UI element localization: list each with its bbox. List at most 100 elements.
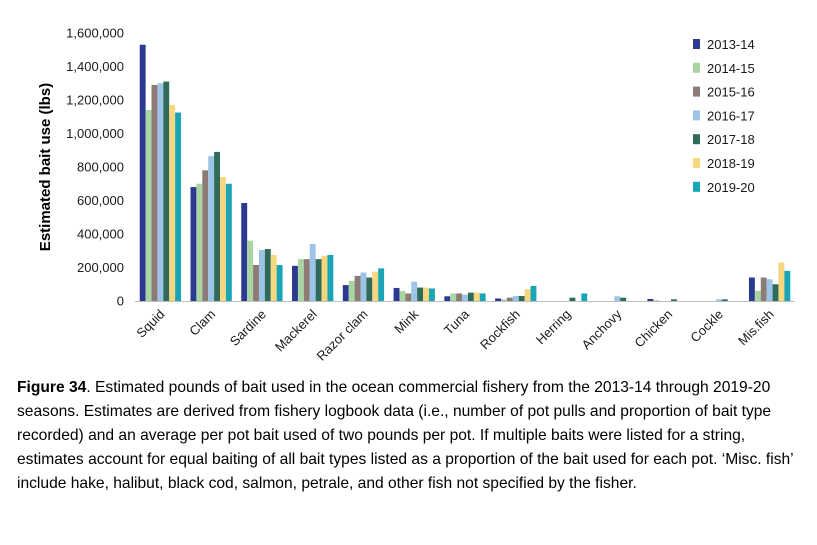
- bar: [766, 279, 773, 301]
- bar: [411, 281, 418, 301]
- legend-swatch: [693, 158, 700, 168]
- bar: [270, 254, 277, 301]
- bar: [405, 293, 412, 301]
- legend-label: 2018-19: [707, 156, 755, 171]
- bar: [151, 84, 158, 301]
- y-tick-label: 1,400,000: [66, 59, 124, 74]
- bar: [372, 271, 379, 301]
- bar: [247, 240, 254, 301]
- bar: [748, 277, 755, 301]
- bar: [506, 297, 513, 301]
- bar: [444, 296, 451, 301]
- legend-swatch: [693, 39, 700, 49]
- bar: [501, 299, 507, 301]
- bar: [778, 262, 785, 301]
- bar: [220, 177, 226, 301]
- bar: [264, 249, 271, 301]
- bar: [145, 110, 152, 301]
- x-tick-label: Chicken: [631, 307, 675, 351]
- bar: [450, 293, 457, 301]
- legend-swatch: [693, 110, 700, 121]
- y-tick-label: 600,000: [77, 193, 124, 208]
- bar: [253, 264, 259, 301]
- bar: [473, 292, 480, 302]
- x-tick-label: Mackerel: [272, 306, 320, 354]
- bar: [456, 293, 463, 301]
- caption-text: . Estimated pounds of bait used in the o…: [17, 379, 794, 492]
- bar: [303, 259, 310, 302]
- bar: [196, 183, 203, 301]
- y-tick-label: 1,000,000: [66, 126, 124, 141]
- legend-swatch: [693, 134, 700, 145]
- bar: [348, 280, 355, 301]
- x-tick-label: Sardine: [227, 307, 269, 349]
- bar: [671, 299, 677, 301]
- y-tick-label: 400,000: [77, 227, 124, 242]
- bar: [208, 156, 215, 301]
- y-tick-label: 800,000: [77, 160, 124, 175]
- x-tick-label: Anchovy: [579, 306, 625, 352]
- bar: [721, 299, 728, 301]
- bar: [258, 249, 265, 301]
- bars: [139, 44, 791, 302]
- bar: [157, 83, 164, 301]
- legend-swatch: [693, 181, 700, 192]
- bar: [647, 298, 654, 301]
- bar: [772, 284, 779, 301]
- bar: [378, 268, 385, 301]
- bar: [214, 151, 220, 301]
- bar: [163, 81, 170, 301]
- x-tick-label: Razor clam: [313, 307, 370, 364]
- x-tick-label: Squid: [133, 307, 167, 341]
- caption-label: Figure 34: [17, 379, 87, 396]
- bar: [417, 287, 424, 301]
- bar: [175, 112, 182, 301]
- bar: [360, 272, 367, 301]
- y-tick-label: 1,200,000: [66, 93, 124, 108]
- bar: [754, 290, 761, 301]
- bar: [784, 270, 791, 301]
- x-tick-label: Mis.fish: [735, 307, 777, 349]
- bar: [169, 105, 176, 301]
- bar: [428, 288, 435, 301]
- bar: [202, 170, 209, 301]
- bar: [495, 298, 502, 301]
- bar: [530, 285, 537, 301]
- bar: [462, 294, 468, 301]
- x-tick-label: Cockle: [687, 307, 726, 346]
- legend-label: 2013-14: [707, 37, 755, 52]
- x-tick-label: Rockfish: [477, 307, 523, 353]
- bar: [581, 293, 588, 301]
- bar: [715, 299, 722, 301]
- bar: [315, 259, 322, 302]
- bar: [139, 44, 146, 301]
- bar: [354, 275, 361, 302]
- bar: [321, 255, 328, 301]
- y-tick-label: 0: [117, 294, 124, 309]
- bar: [524, 289, 531, 301]
- bar: [190, 187, 197, 301]
- bar: [276, 264, 283, 301]
- bar: [241, 203, 248, 301]
- bar: [297, 259, 304, 302]
- bar: [423, 287, 429, 301]
- legend-label: 2015-16: [707, 85, 755, 100]
- y-axis: 0 200,000 400,000 600,000 800,000 1,000,000 1,…: [66, 26, 124, 309]
- bar: [393, 287, 400, 301]
- legend-label: 2017-18: [707, 132, 755, 147]
- y-tick-label: 200,000: [77, 260, 124, 275]
- bar: [327, 254, 334, 301]
- bar: [479, 293, 486, 301]
- figure-caption: Figure 34. Estimated pounds of bait used…: [17, 376, 807, 496]
- bar: [620, 297, 627, 301]
- bar: [760, 277, 767, 301]
- bar: [366, 277, 373, 301]
- x-tick-label: Herring: [533, 307, 574, 348]
- bar: [292, 265, 298, 301]
- bait-use-chart: 0 200,000 400,000 600,000 800,000 1,000,000 1,…: [37, 26, 795, 364]
- legend-label: 2019-20: [707, 180, 755, 195]
- legend-label: 2016-17: [707, 108, 755, 123]
- legend-swatch: [693, 86, 700, 97]
- bar: [512, 295, 519, 301]
